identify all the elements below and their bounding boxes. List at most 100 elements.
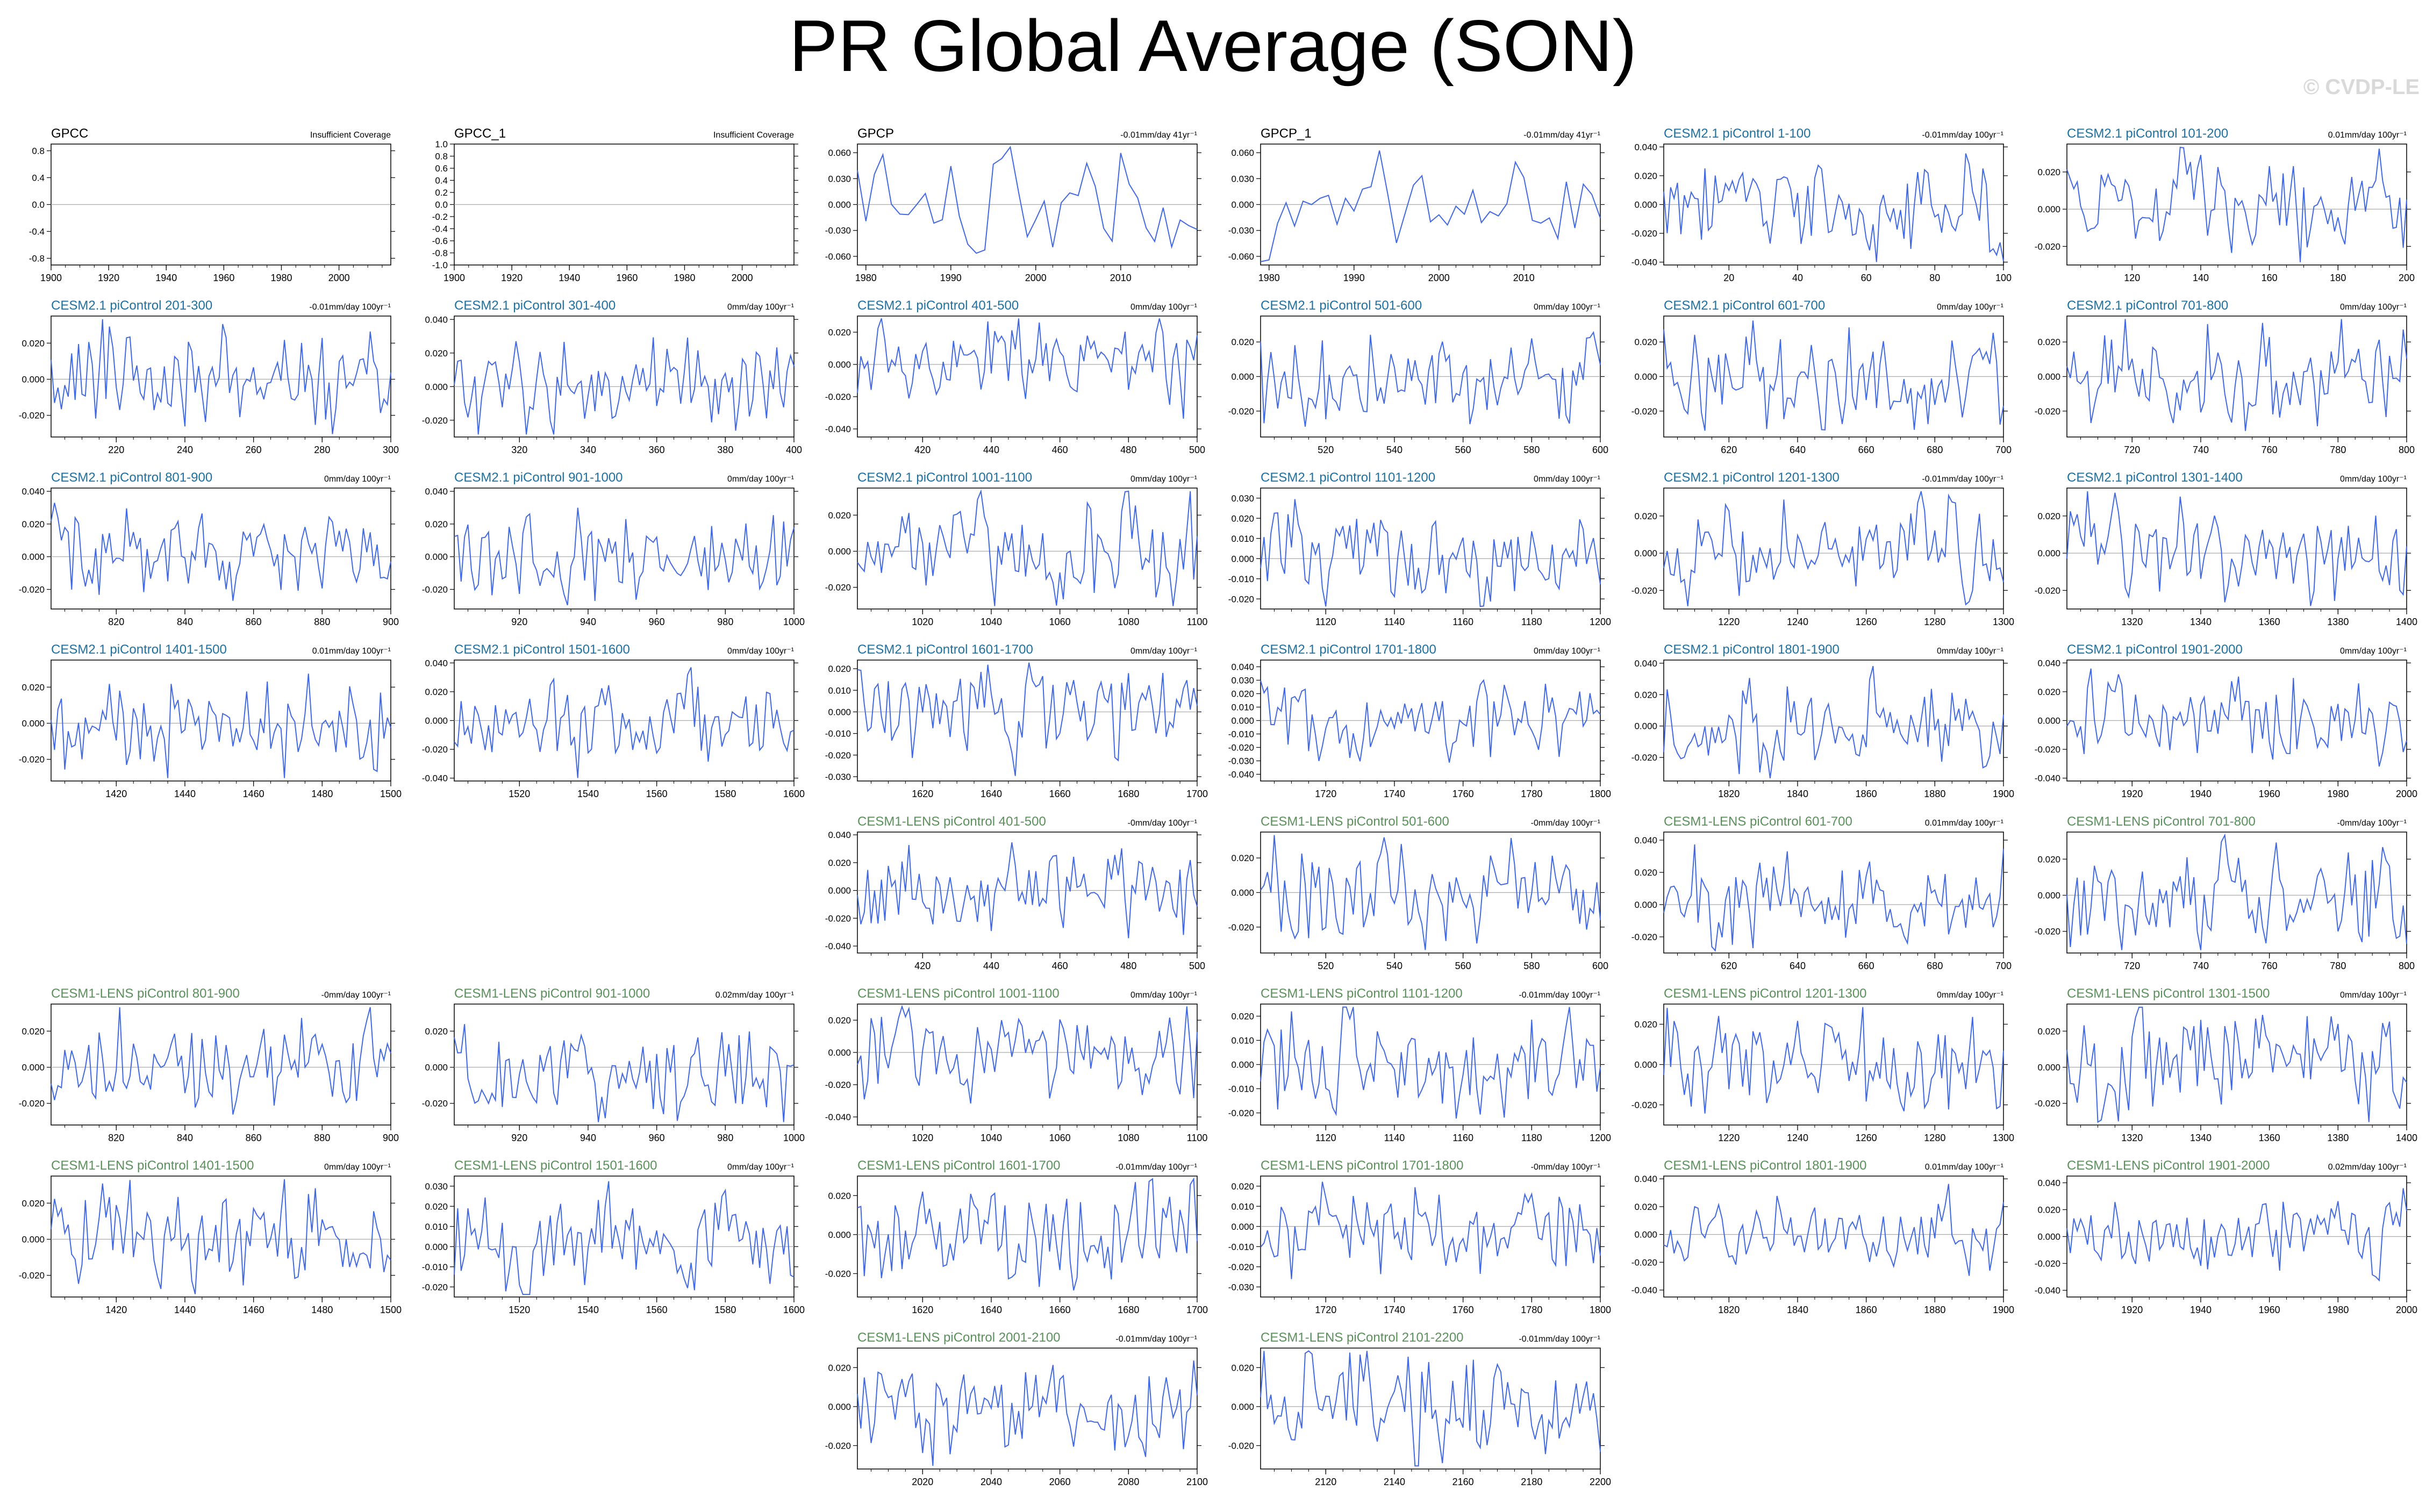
y-tick-label: 0.060	[828, 148, 851, 158]
x-tick-label: 2000	[2396, 789, 2417, 799]
x-tick-label: 960	[649, 1133, 665, 1143]
y-tick-label: -0.020	[1631, 406, 1657, 417]
chart-title: CESM2.1 piControl 1301-1400	[2067, 470, 2243, 485]
y-tick-label: 0.040	[1634, 142, 1657, 152]
y-tick-label: 0.000	[1231, 716, 1254, 726]
chart-trend-label: 0mm/day 100yr⁻¹	[324, 475, 391, 484]
y-tick-label: 0.040	[22, 486, 45, 497]
y-tick-label: -0.030	[1228, 756, 1254, 766]
y-tick-label: -0.020	[1228, 1108, 1254, 1119]
y-tick-label: 0.000	[425, 552, 448, 562]
x-tick-label: 800	[2399, 445, 2415, 455]
y-tick-label: 0.020	[828, 327, 851, 338]
series-line	[1260, 331, 1601, 427]
x-tick-label: 1020	[912, 1133, 933, 1143]
chart-title: CESM2.1 piControl 1201-1300	[1664, 470, 1840, 485]
plot-frame	[857, 832, 1198, 954]
chart-panel: CESM2.1 piControl 101-200 0.01mm/day 100y…	[2035, 126, 2415, 283]
y-tick-label: 0.020	[2037, 511, 2060, 521]
chart-panel: CESM2.1 piControl 901-1000 0mm/day 100yr⁻…	[422, 470, 805, 627]
x-tick-label: 2160	[1452, 1477, 1474, 1487]
x-tick-label: 840	[177, 617, 193, 627]
y-tick-label: 0.000	[2037, 372, 2060, 382]
chart-trend-label: 0.01mm/day 100yr⁻¹	[312, 647, 391, 656]
y-tick-label: 0.020	[22, 519, 45, 529]
x-tick-label: 1900	[1993, 789, 2014, 799]
y-tick-label: 0.040	[2037, 658, 2060, 668]
chart-panel: CESM2.1 piControl 1101-1200 0mm/day 100yr…	[1228, 470, 1611, 627]
y-tick-label: -0.020	[825, 750, 851, 761]
x-tick-label: 1080	[1118, 617, 1139, 627]
x-tick-label: 1280	[1924, 1133, 1945, 1143]
x-tick-label: 520	[1318, 445, 1334, 455]
x-tick-label: 340	[580, 445, 596, 455]
chart-trend-label: 0mm/day 100yr⁻¹	[324, 1163, 391, 1172]
x-tick-label: 1820	[1718, 1305, 1740, 1315]
chart-title: CESM2.1 piControl 1401-1500	[51, 642, 227, 657]
y-tick-label: -0.030	[1228, 1282, 1254, 1292]
x-tick-label: 360	[649, 445, 665, 455]
chart-panel: GPCC Insufficient Coverage -0.8 -0.4 0.0 0.4 0…	[29, 126, 395, 283]
chart-trend-label: 0mm/day 100yr⁻¹	[2340, 647, 2407, 656]
plot-frame	[51, 1176, 391, 1298]
series-line	[857, 842, 1198, 938]
x-tick-label: 1920	[98, 273, 119, 283]
x-tick-label: 1360	[2259, 1133, 2280, 1143]
y-tick-label: 0.8	[32, 146, 45, 156]
chart-panel: GPCP_1 -0.01mm/day 41yr⁻¹ -0.060 -0.030 0.00…	[1228, 126, 1605, 283]
plot-frame	[454, 488, 795, 610]
x-tick-label: 1640	[981, 789, 1002, 799]
x-tick-label: 120	[2124, 273, 2140, 283]
plot-frame	[51, 488, 391, 610]
x-tick-label: 800	[2399, 961, 2415, 971]
y-tick-label: -0.6	[432, 236, 448, 246]
x-tick-label: 1100	[1187, 1133, 1208, 1143]
x-tick-label: 900	[383, 617, 399, 627]
x-tick-label: 1980	[270, 273, 292, 283]
x-tick-label: 1540	[577, 1305, 599, 1315]
x-tick-label: 980	[717, 1133, 733, 1143]
series-line	[2066, 319, 2407, 431]
plot-frame	[454, 316, 795, 438]
chart-panel: CESM1-LENS piControl 1801-1900 0.01mm/day…	[1631, 1158, 2014, 1315]
series-line	[1260, 1350, 1601, 1467]
y-tick-label: -0.020	[1631, 932, 1657, 942]
y-tick-label: -0.020	[1228, 594, 1254, 604]
x-tick-label: 560	[1455, 445, 1471, 455]
x-tick-label: 500	[1189, 961, 1205, 971]
x-tick-label: 1020	[912, 617, 933, 627]
chart-trend-label: 0mm/day 100yr⁻¹	[1130, 647, 1197, 656]
x-tick-label: 200	[2399, 273, 2415, 283]
series-line	[1663, 844, 2004, 952]
x-tick-label: 1040	[981, 1133, 1002, 1143]
x-tick-label: 1900	[40, 273, 62, 283]
x-tick-label: 2000	[732, 273, 753, 283]
chart-title: CESM2.1 piControl 1101-1200	[1261, 470, 1435, 485]
x-tick-label: 660	[1858, 961, 1874, 971]
y-tick-label: 0.020	[1231, 1012, 1254, 1022]
y-tick-label: -0.010	[825, 729, 851, 739]
x-tick-label: 420	[914, 961, 931, 971]
y-tick-label: -0.4	[29, 227, 45, 237]
chart-trend-label: 0mm/day 100yr⁻¹	[727, 303, 794, 312]
x-tick-label: 1400	[2396, 617, 2417, 627]
x-tick-label: 320	[511, 445, 527, 455]
chart-panel: CESM2.1 piControl 1701-1800 0mm/day 100yr…	[1228, 642, 1611, 799]
x-tick-label: 1680	[1118, 1305, 1139, 1315]
plot-frame	[51, 660, 391, 782]
x-tick-label: 1860	[1856, 789, 1877, 799]
y-tick-label: 0.020	[1231, 853, 1254, 863]
y-tick-label: 0.0	[435, 200, 448, 210]
y-tick-label: 0.060	[1231, 148, 1254, 158]
x-tick-label: 1200	[1590, 617, 1611, 627]
x-tick-label: 2000	[1025, 273, 1047, 283]
x-tick-label: 740	[2193, 961, 2209, 971]
y-tick-label: 0.020	[828, 664, 851, 674]
series-line	[454, 507, 795, 606]
y-tick-label: -0.040	[825, 1112, 851, 1122]
y-tick-label: -0.020	[2035, 585, 2060, 596]
chart-title: CESM1-LENS piControl 1801-1900	[1664, 1158, 1867, 1173]
x-tick-label: 1900	[1993, 1305, 2014, 1315]
x-tick-label: 1840	[1787, 1305, 1808, 1315]
x-tick-label: 1990	[1343, 273, 1365, 283]
